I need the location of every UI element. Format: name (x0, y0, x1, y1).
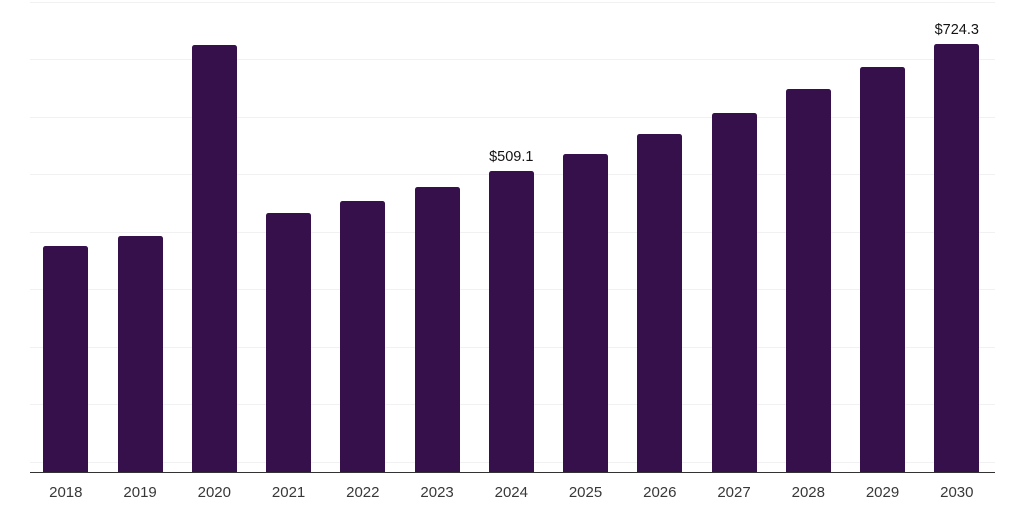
bar-2018[interactable] (43, 246, 89, 472)
x-axis-label-2022: 2022 (346, 484, 380, 501)
x-axis-label-2026: 2026 (643, 484, 677, 501)
gridline (30, 2, 995, 3)
x-axis-label-2024: 2024 (494, 484, 528, 501)
bar-2020[interactable] (191, 45, 237, 472)
bar-2028[interactable] (785, 89, 831, 472)
bar-2019[interactable] (117, 236, 163, 472)
bar-2026[interactable] (637, 134, 683, 472)
x-axis-label-2030: 2030 (940, 484, 974, 501)
bar-2023[interactable] (414, 186, 460, 472)
x-axis-label-2018: 2018 (49, 484, 83, 501)
bar-2021[interactable] (266, 213, 312, 472)
x-axis-label-2025: 2025 (568, 484, 603, 501)
x-axis-label-2023: 2023 (420, 484, 454, 501)
x-axis-label-2027: 2027 (717, 484, 751, 501)
gridline (30, 59, 995, 61)
x-axis-label-2020: 2020 (197, 484, 231, 501)
bar-2024[interactable] (488, 171, 534, 472)
bar-2022[interactable] (340, 201, 386, 472)
value-label-2024: $509.1 (489, 149, 534, 166)
value-label-2030: $724.3 (934, 22, 979, 39)
x-axis-label-2029: 2029 (865, 484, 900, 501)
bar-2027[interactable] (711, 113, 757, 472)
x-axis-label-2019: 2019 (123, 484, 157, 501)
x-axis-label-2021: 2021 (271, 484, 306, 501)
gridline (30, 116, 995, 118)
bar-2029[interactable] (860, 67, 905, 472)
bar-2030[interactable] (934, 44, 980, 472)
bar-2025[interactable] (563, 154, 608, 472)
x-axis-line (30, 472, 995, 473)
x-axis-label-2028: 2028 (791, 484, 825, 501)
